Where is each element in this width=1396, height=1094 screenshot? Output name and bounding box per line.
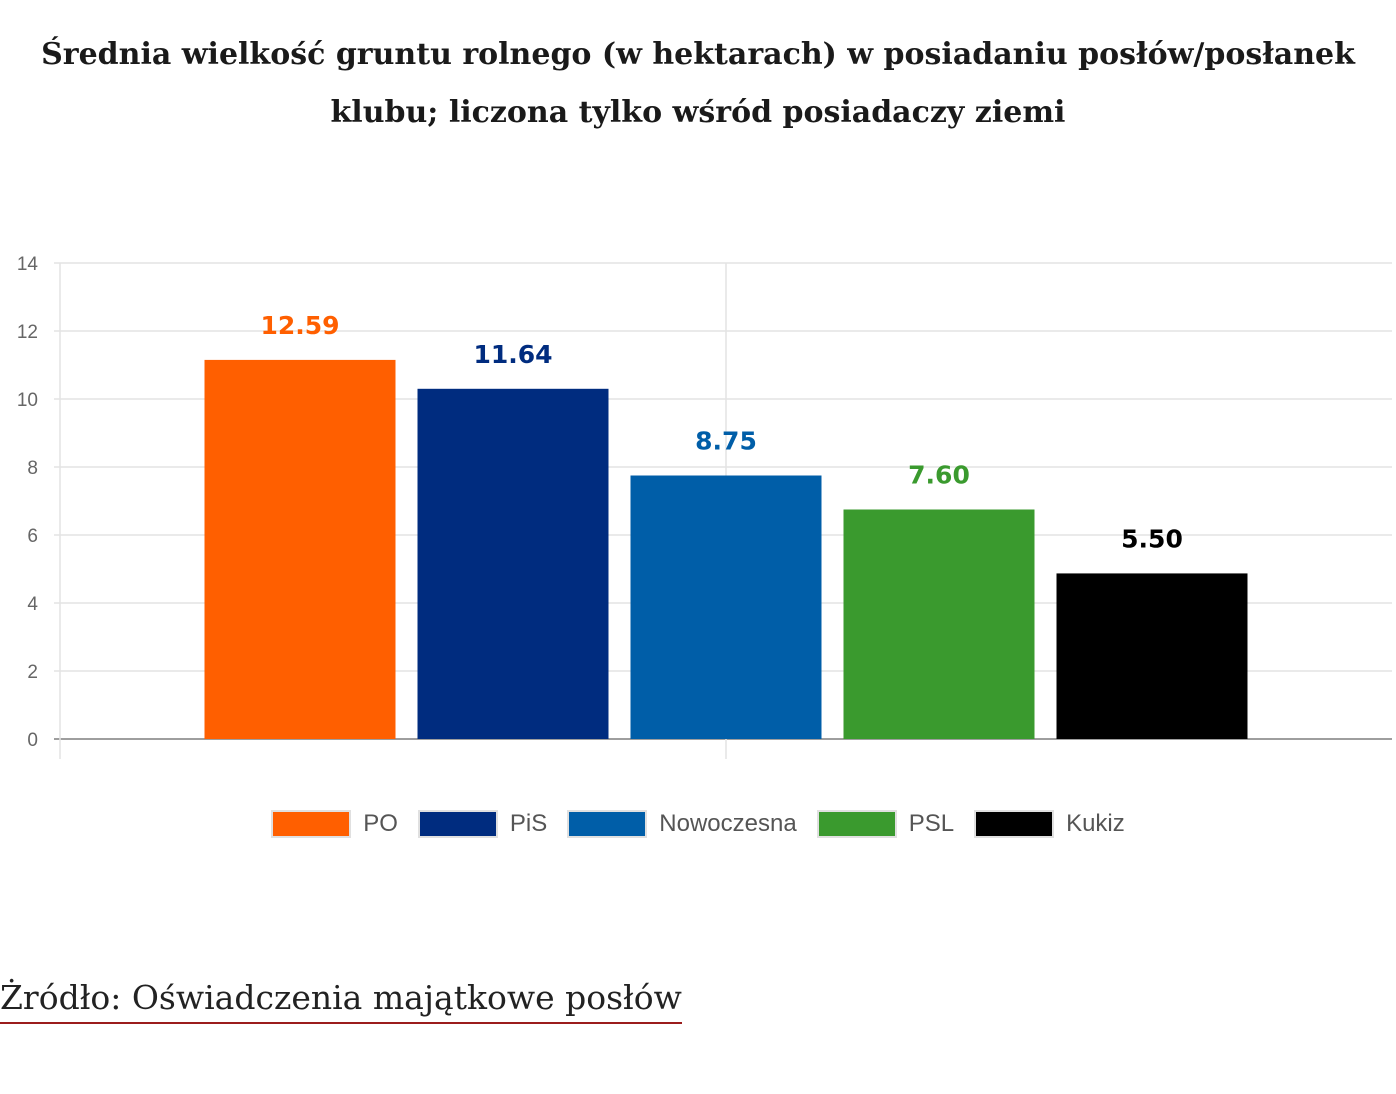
data-label-nowoczesna: 8.75 bbox=[695, 427, 757, 456]
chart-title: Średnia wielkość gruntu rolnego (w hekta… bbox=[0, 26, 1396, 142]
legend-swatch bbox=[567, 810, 648, 838]
legend: PO PiS Nowoczesna PSL Kukiz bbox=[0, 810, 1396, 838]
data-label-kukiz: 5.50 bbox=[1121, 524, 1183, 553]
legend-swatch bbox=[816, 810, 897, 838]
legend-label: PiS bbox=[509, 810, 548, 837]
bar-pis bbox=[417, 388, 609, 739]
y-tick-label: 8 bbox=[27, 458, 38, 479]
legend-item-nowoczesna[interactable]: Nowoczesna bbox=[567, 810, 797, 838]
legend-item-kukiz[interactable]: Kukiz bbox=[974, 810, 1125, 838]
y-tick-label: 4 bbox=[27, 594, 38, 615]
y-tick-label: 6 bbox=[27, 526, 38, 547]
y-tick-label: 2 bbox=[27, 662, 38, 683]
y-tick-label: 12 bbox=[17, 322, 38, 343]
legend-item-po[interactable]: PO bbox=[271, 810, 398, 838]
legend-label: PSL bbox=[908, 810, 955, 837]
bar-po bbox=[204, 359, 396, 739]
legend-item-pis[interactable]: PiS bbox=[417, 810, 548, 838]
legend-label: Nowoczesna bbox=[659, 810, 797, 837]
y-tick-label: 10 bbox=[17, 390, 38, 411]
legend-swatch bbox=[417, 810, 498, 838]
data-label-psl: 7.60 bbox=[908, 461, 970, 490]
y-tick-label: 0 bbox=[27, 730, 38, 751]
bar-nowoczesna bbox=[630, 475, 822, 739]
legend-label: Kukiz bbox=[1066, 810, 1125, 837]
data-label-po: 12.59 bbox=[260, 311, 339, 340]
data-label-pis: 11.64 bbox=[473, 340, 552, 369]
chart-title-line-2: klubu; liczona tylko wśród posiadaczy zi… bbox=[330, 95, 1066, 130]
legend-swatch bbox=[974, 810, 1055, 838]
legend-swatch bbox=[271, 810, 352, 838]
legend-item-psl[interactable]: PSL bbox=[816, 810, 955, 838]
bar-kukiz bbox=[1056, 573, 1248, 739]
bar-chart: 0 2 4 6 8 10 12 14 12.59 11.64 8.75 7.60 5.50 bbox=[17, 254, 1392, 759]
chart-title-line-1: Średnia wielkość gruntu rolnego (w hekta… bbox=[41, 37, 1355, 72]
bar-psl bbox=[843, 509, 1035, 739]
source-link[interactable]: Żródło: Oświadczenia majątkowe posłów bbox=[0, 976, 682, 1024]
legend-label: PO bbox=[363, 810, 398, 837]
y-tick-label: 14 bbox=[17, 254, 39, 275]
